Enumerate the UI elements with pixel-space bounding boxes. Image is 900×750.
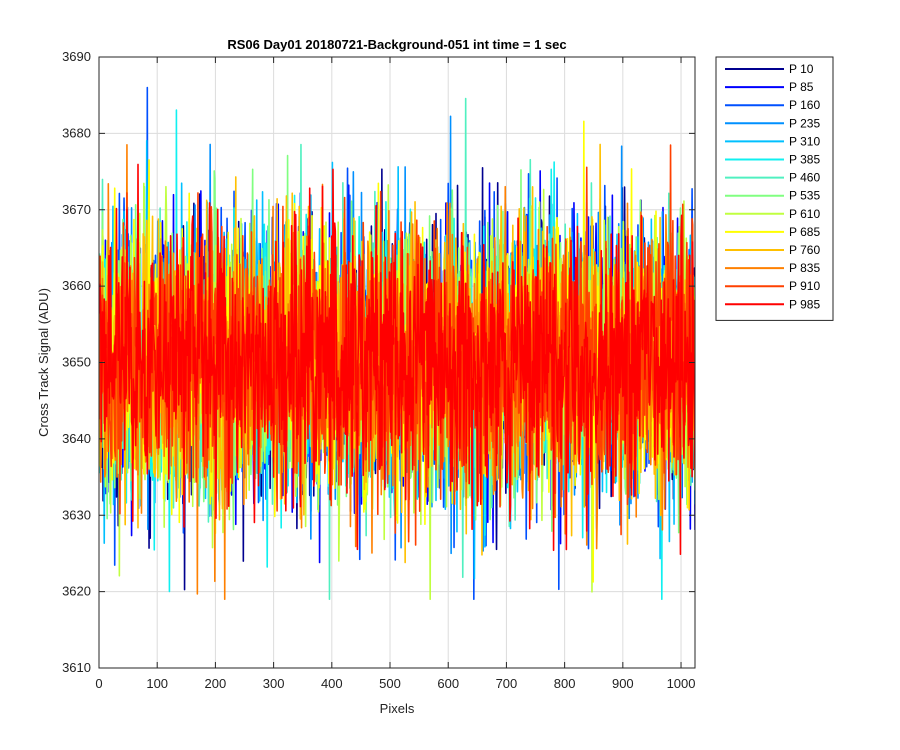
y-axis-ticks: 3610 3620 3630 3640 3650 3660 3670 3680 3690 [62,49,695,675]
y-tick-label: 3640 [62,431,91,446]
x-tick-label: 0 [95,676,102,691]
series-lines [99,86,695,601]
y-axis-label: Cross Track Signal (ADU) [36,288,51,437]
legend-entry-label: P 160 [789,98,820,112]
legend-entry-label: P 985 [789,297,820,311]
x-tick-label: 700 [496,676,518,691]
x-tick-label: 900 [612,676,634,691]
legend-box [715,56,834,321]
legend-entry-label: P 460 [789,171,820,185]
x-tick-label: 500 [379,676,401,691]
x-tick-label: 100 [146,676,168,691]
y-tick-label: 3690 [62,49,91,64]
x-tick-label: 800 [554,676,576,691]
y-tick-label: 3630 [62,507,91,522]
legend-entry-label: P 535 [789,189,820,203]
x-tick-label: 300 [263,676,285,691]
x-axis-ticks: 0 100 200 300 400 500 600 700 800 900 1000 [95,57,695,691]
y-tick-label: 3650 [62,355,91,370]
legend-entry-label: P 610 [789,207,820,221]
x-tick-label: 1000 [667,676,696,691]
y-tick-label: 3670 [62,202,91,217]
y-tick-label: 3610 [62,660,91,675]
legend-entry-label: P 235 [789,116,820,130]
x-axis-label: Pixels [380,701,415,716]
y-tick-label: 3620 [62,584,91,599]
legend: P 10 P 85 P 160 P 235 P 310 P 385 P 460 P 535 P … [715,56,834,321]
series-line-p-910 [99,144,695,546]
chart-title: RS06 Day01 20180721-Background-051 int t… [227,37,566,52]
series-line-p-985 [99,163,695,556]
legend-entry-label: P 310 [789,134,820,148]
legend-entry-label: P 385 [789,153,820,167]
x-tick-label: 600 [437,676,459,691]
y-tick-label: 3660 [62,278,91,293]
y-tick-label: 3680 [62,125,91,140]
x-tick-label: 200 [205,676,227,691]
legend-entry-label: P 910 [789,279,820,293]
legend-entry-label: P 835 [789,261,820,275]
legend-entry-label: P 760 [789,243,820,257]
legend-entry-label: P 10 [789,62,814,76]
legend-entry-label: P 685 [789,225,820,239]
legend-entry-label: P 85 [789,80,814,94]
x-tick-label: 400 [321,676,343,691]
